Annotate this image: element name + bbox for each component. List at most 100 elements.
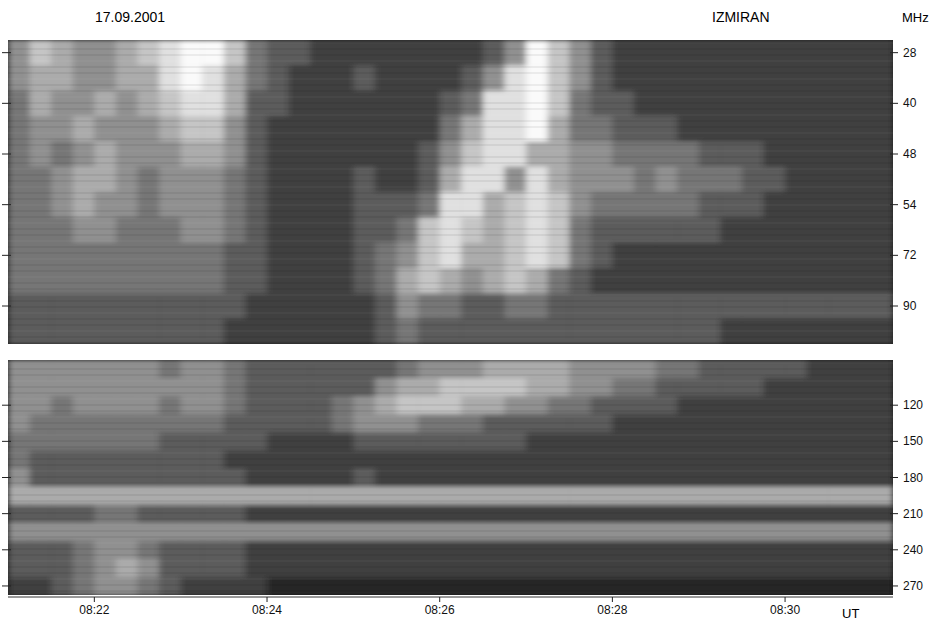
y-tick bbox=[2, 477, 11, 478]
spectrum-cell bbox=[699, 40, 721, 66]
spectrum-cell bbox=[375, 167, 397, 193]
spectrum-cell bbox=[94, 65, 116, 91]
spectrum-cell bbox=[30, 40, 52, 66]
spectrum-cell bbox=[548, 167, 570, 193]
spectrum-cell bbox=[526, 541, 548, 560]
spectrum-cell bbox=[310, 40, 332, 66]
spectrum-cell bbox=[418, 541, 440, 560]
spectrum-cell bbox=[181, 217, 203, 243]
spectrum-cell bbox=[569, 116, 591, 142]
spectrum-cell bbox=[656, 268, 678, 294]
spectrum-cell bbox=[828, 40, 850, 66]
spectrum-cell bbox=[418, 116, 440, 142]
spectrum-cell bbox=[289, 167, 311, 193]
spectrum-cell bbox=[548, 116, 570, 142]
spectrum-cell bbox=[612, 116, 634, 142]
channel-stripe bbox=[8, 483, 893, 484]
channel-stripe bbox=[8, 283, 893, 284]
spectrum-cell bbox=[483, 559, 505, 578]
spectrum-cell bbox=[807, 91, 829, 117]
spectrum-cell bbox=[591, 559, 613, 578]
y-axis-title: MHz bbox=[902, 10, 929, 25]
channel-stripe bbox=[8, 151, 893, 152]
spectrum-cell bbox=[785, 541, 807, 560]
spectrum-cell bbox=[677, 116, 699, 142]
spectrum-cell bbox=[656, 217, 678, 243]
spectrum-cell bbox=[332, 40, 354, 66]
spectrum-cell bbox=[224, 559, 246, 578]
spectrum-cell bbox=[785, 293, 807, 319]
spectrum-cell bbox=[763, 541, 785, 560]
spectrum-cell bbox=[828, 65, 850, 91]
spectrum-cell bbox=[699, 577, 721, 595]
spectrum-cell bbox=[569, 541, 591, 560]
spectrum-cell bbox=[612, 268, 634, 294]
chart: 28404854729012015018021024027008:2208:24… bbox=[0, 0, 932, 628]
spectrum-cell bbox=[591, 577, 613, 595]
spectrum-cell bbox=[397, 577, 419, 595]
spectrum-cell bbox=[159, 541, 181, 560]
spectrum-cell bbox=[548, 217, 570, 243]
spectrum-cell bbox=[440, 577, 462, 595]
spectrum-cell bbox=[591, 541, 613, 560]
spectrum-cell bbox=[30, 577, 52, 595]
spectrum-cell bbox=[353, 268, 375, 294]
spectrum-cell bbox=[807, 65, 829, 91]
spectrum-cell bbox=[202, 293, 224, 319]
y-tick-label: 120 bbox=[903, 398, 923, 412]
spectrum-cell bbox=[289, 91, 311, 117]
channel-stripe bbox=[8, 465, 893, 466]
spectrum-cell bbox=[289, 217, 311, 243]
spectrum-cell bbox=[569, 65, 591, 91]
spectrum-cell bbox=[634, 217, 656, 243]
spectrum-cell bbox=[785, 559, 807, 578]
spectrum-cell bbox=[677, 65, 699, 91]
spectrum-cell bbox=[504, 559, 526, 578]
spectrum-cell bbox=[807, 559, 829, 578]
spectrum-cell bbox=[526, 577, 548, 595]
channel-stripe bbox=[8, 193, 893, 194]
spectrum-cell bbox=[181, 268, 203, 294]
spectrum-cell bbox=[440, 116, 462, 142]
y-tick-label: 180 bbox=[903, 471, 923, 485]
spectrum-cell bbox=[548, 293, 570, 319]
spectrum-cell bbox=[677, 541, 699, 560]
channel-stripe bbox=[8, 163, 893, 164]
channel-stripe bbox=[8, 91, 893, 92]
spectrum-cell bbox=[828, 268, 850, 294]
spectrum-cell bbox=[202, 65, 224, 91]
spectrum-cell bbox=[332, 167, 354, 193]
spectrum-cell bbox=[224, 116, 246, 142]
spectrum-cell bbox=[397, 268, 419, 294]
spectrum-cell bbox=[807, 577, 829, 595]
spectrum-cell bbox=[159, 116, 181, 142]
spectrum-cell bbox=[30, 116, 52, 142]
spectrum-cell bbox=[828, 167, 850, 193]
spectrum-cell bbox=[116, 293, 138, 319]
spectrum-cell bbox=[289, 65, 311, 91]
channel-stripe bbox=[8, 579, 893, 580]
y-tick bbox=[2, 405, 11, 406]
spectrum-cell bbox=[332, 91, 354, 117]
spectrum-cell bbox=[159, 577, 181, 595]
y-tick-label: 240 bbox=[903, 543, 923, 557]
spectrum-cell bbox=[871, 65, 893, 91]
spectrum-cell bbox=[699, 541, 721, 560]
spectrum-cell bbox=[699, 167, 721, 193]
spectrum-cell bbox=[807, 40, 829, 66]
spectrum-cell bbox=[763, 293, 785, 319]
spectrum-cell bbox=[850, 268, 872, 294]
spectrum-cell bbox=[116, 577, 138, 595]
spectrum-cell bbox=[51, 65, 73, 91]
y-tick bbox=[2, 585, 11, 586]
spectrum-cell bbox=[375, 40, 397, 66]
y-tick bbox=[890, 103, 898, 104]
spectrum-cell bbox=[310, 91, 332, 117]
channel-stripe bbox=[8, 241, 893, 242]
spectrum-cell bbox=[73, 65, 95, 91]
spectrum-cell bbox=[310, 293, 332, 319]
spectrum-cell bbox=[656, 293, 678, 319]
spectrum-cell bbox=[742, 577, 764, 595]
spectrum-cell bbox=[612, 91, 634, 117]
spectrum-cell bbox=[116, 116, 138, 142]
